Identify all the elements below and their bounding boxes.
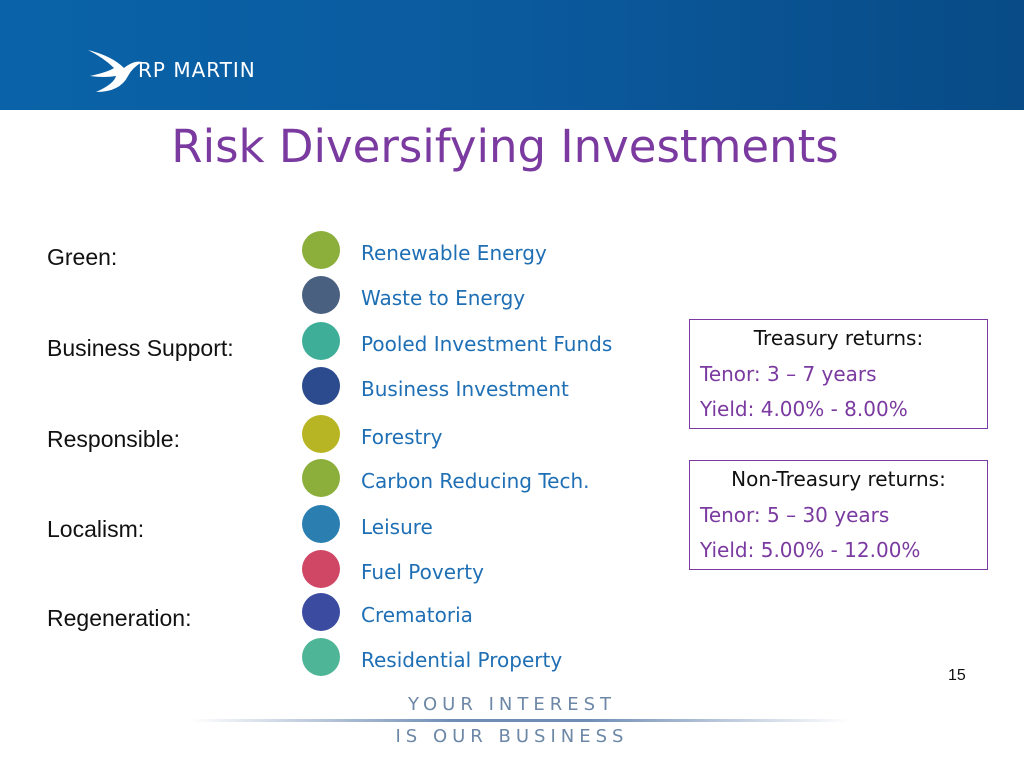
logo-bird: [88, 50, 142, 92]
item-text: Fuel Poverty: [361, 560, 484, 584]
slide-title: Risk Diversifying Investments: [171, 120, 839, 173]
footer-rule: [190, 719, 850, 722]
item-icon: [302, 505, 340, 543]
item-text: Waste to Energy: [361, 286, 526, 310]
item-text: Leisure: [361, 515, 433, 539]
group-label: Localism:: [47, 516, 145, 542]
returns-box: Treasury returns: Tenor: 3 – 7 years Yield…: [689, 319, 988, 429]
group-label: Regeneration:: [47, 605, 192, 631]
footer-line2: IS OUR BUSINESS: [395, 726, 629, 747]
item-text: Business Investment: [361, 377, 569, 401]
item-text: Crematoria: [361, 603, 473, 627]
item-icon: [302, 367, 340, 405]
item-text: Carbon Reducing Tech.: [361, 469, 590, 493]
item-icon: [302, 638, 340, 676]
item-text: Residential Property: [361, 648, 563, 672]
item-icon: [302, 593, 340, 631]
item-icon: [302, 322, 340, 360]
group-label: Green:: [47, 244, 118, 270]
header-bar: RP MARTIN: [0, 0, 1024, 110]
box-title: Treasury returns:: [753, 326, 924, 350]
logo-text: RP MARTIN: [138, 58, 256, 82]
box-line: Yield: 4.00% - 8.00%: [700, 397, 908, 421]
item-icon: [302, 459, 340, 497]
page-number: 15: [948, 667, 966, 684]
box-line: Tenor: 5 – 30 years: [700, 503, 890, 527]
box-title: Non-Treasury returns:: [731, 467, 946, 491]
footer-line1: YOUR INTEREST: [407, 694, 617, 715]
item-icon: [302, 550, 340, 588]
returns-box: Non-Treasury returns: Tenor: 5 – 30 years…: [689, 460, 988, 570]
item-text: Forestry: [361, 425, 443, 449]
item-icon: [302, 276, 340, 314]
box-line: Tenor: 3 – 7 years: [700, 362, 877, 386]
group-label: Business Support:: [47, 335, 234, 361]
item-text: Renewable Energy: [361, 241, 547, 265]
item-icon: [302, 415, 340, 453]
group-label: Responsible:: [47, 426, 180, 452]
item-text: Pooled Investment Funds: [361, 332, 613, 356]
box-line: Yield: 5.00% - 12.00%: [700, 538, 921, 562]
item-icon: [302, 231, 340, 269]
